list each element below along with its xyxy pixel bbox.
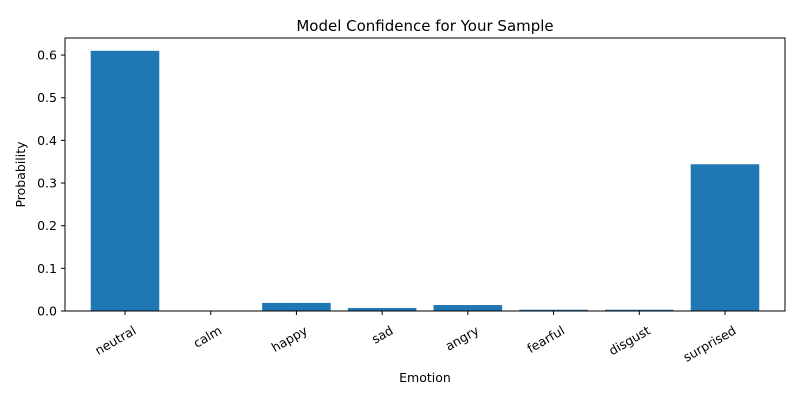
bar-angry (434, 305, 503, 311)
x-tick-label: neutral (92, 323, 138, 358)
y-tick-label: 0.4 (37, 133, 57, 148)
y-tick-label: 0.5 (37, 90, 57, 105)
x-tick-label: happy (269, 322, 311, 355)
bar-happy (262, 303, 331, 311)
y-tick-label: 0.1 (37, 261, 57, 276)
x-tick-label: surprised (681, 323, 739, 365)
chart-title: Model Confidence for Your Sample (296, 17, 553, 35)
x-axis-label: Emotion (399, 370, 451, 385)
x-tick-label: angry (443, 322, 482, 353)
x-axis: neutral calm happy sad angry fearful disgust su… (92, 311, 738, 365)
y-tick-label: 0.2 (37, 218, 57, 233)
x-tick-label: calm (191, 323, 225, 351)
x-tick-label: fearful (524, 323, 567, 356)
x-tick-label: disgust (606, 323, 653, 359)
bars-group (91, 51, 760, 311)
y-tick-label: 0.6 (37, 48, 57, 63)
y-tick-label: 0.3 (37, 176, 57, 191)
bar-neutral (91, 51, 160, 311)
bar-surprised (691, 164, 760, 311)
y-tick-label: 0.0 (37, 304, 57, 319)
y-axis-label: Probability (13, 141, 28, 208)
plot-frame (65, 38, 785, 311)
x-tick-label: sad (369, 323, 396, 347)
y-axis: 0.0 0.1 0.2 0.3 0.4 0.5 0.6 (37, 48, 65, 319)
